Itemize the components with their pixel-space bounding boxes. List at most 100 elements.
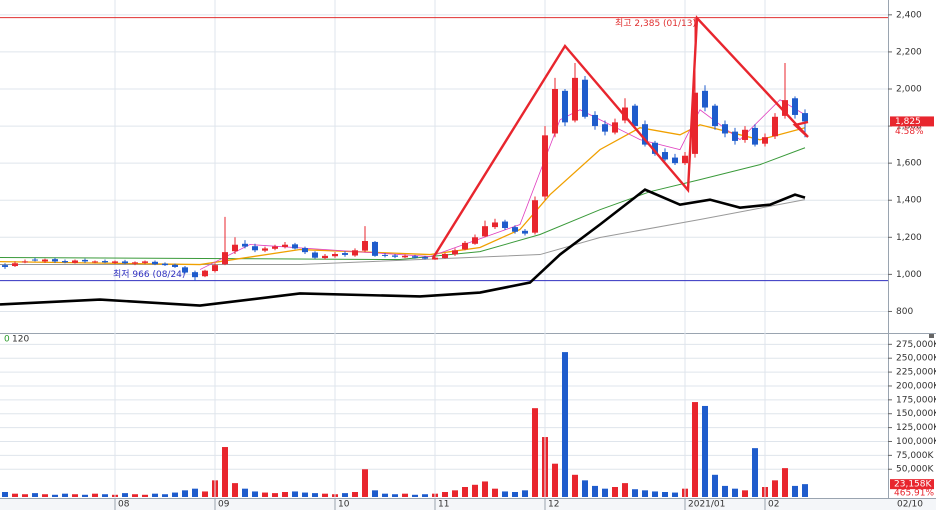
y-tick-label: 175,000K xyxy=(896,395,936,405)
volume-bar xyxy=(792,485,798,497)
volume-bar xyxy=(42,494,48,497)
volume-bar xyxy=(172,492,178,497)
y-tick-label: 2,200 xyxy=(896,47,922,57)
candle-body xyxy=(612,122,618,133)
volume-bar xyxy=(262,492,268,497)
candle-body xyxy=(432,257,438,260)
candle-body xyxy=(792,98,798,115)
candle-body xyxy=(502,221,508,229)
volume-bar xyxy=(192,488,198,497)
y-tick-label: 1,200 xyxy=(896,233,922,243)
candle-body xyxy=(172,264,178,267)
candle-body xyxy=(152,261,158,265)
candle-body xyxy=(642,124,648,145)
candle-body xyxy=(312,252,318,258)
volume-bar xyxy=(502,491,508,497)
volume-bar xyxy=(712,474,718,497)
candle-body xyxy=(512,227,518,232)
volume-bar xyxy=(592,485,598,497)
volume-bar xyxy=(552,463,558,497)
candle-body xyxy=(292,244,298,249)
candle-body xyxy=(362,241,368,251)
candle-body xyxy=(32,259,38,261)
volume-bar xyxy=(162,494,168,497)
volume-bar xyxy=(702,405,708,497)
candle-body xyxy=(422,257,428,259)
low-label: 최저 966 (08/24) xyxy=(113,269,185,280)
candle-body xyxy=(322,255,328,259)
volume-bar xyxy=(532,408,538,497)
candle-body xyxy=(412,256,418,258)
candle-body xyxy=(402,255,408,258)
y-tick-label: 100,000K xyxy=(896,437,936,447)
volume-bar xyxy=(652,491,658,497)
volume-bar xyxy=(452,490,458,497)
y-tick-label: 1,400 xyxy=(896,196,922,206)
volume-bar xyxy=(742,490,748,497)
volume-bar xyxy=(12,493,18,497)
volume-bar xyxy=(302,492,308,497)
candle-body xyxy=(272,246,278,249)
volume-bar xyxy=(22,494,28,497)
y-tick-label: 2,000 xyxy=(896,84,922,94)
candle-body xyxy=(462,242,468,250)
candle-body xyxy=(82,259,88,262)
volume-bar xyxy=(722,485,728,497)
candle-body xyxy=(752,127,758,145)
x-tick-label: 10 xyxy=(338,500,350,510)
x-tick-label: 2021/01 xyxy=(688,500,725,510)
volume-bar xyxy=(32,493,38,497)
volume-bar xyxy=(672,492,678,497)
volume-bar xyxy=(232,483,238,497)
candle-body xyxy=(92,261,98,263)
volume-bar xyxy=(662,492,668,497)
volume-bar xyxy=(222,447,228,497)
volume-bar xyxy=(2,492,8,497)
candle-body xyxy=(202,270,208,277)
volume-bar xyxy=(642,490,648,497)
ratio-label: 465.91% xyxy=(894,489,934,499)
y-tick-label: 1,000 xyxy=(896,270,922,280)
candle-body xyxy=(742,129,748,140)
candle-body xyxy=(722,124,728,134)
volume-bar xyxy=(492,488,498,497)
volume-bar xyxy=(732,488,738,497)
volume-bar xyxy=(562,352,568,497)
indicator-label: 0 xyxy=(4,335,10,345)
candle-body xyxy=(52,259,58,262)
volume-bar xyxy=(82,494,88,497)
candle-body xyxy=(762,137,768,144)
panel-handle xyxy=(929,334,934,338)
volume-bar xyxy=(482,481,488,497)
volume-bar xyxy=(72,494,78,497)
candle-body xyxy=(372,241,378,256)
candle-body xyxy=(42,259,48,262)
volume-bar xyxy=(182,490,188,497)
volume-bar xyxy=(462,487,468,497)
candle-body xyxy=(602,124,608,132)
y-tick-label: 125,000K xyxy=(896,423,936,433)
volume-bar xyxy=(752,448,758,497)
price-tag xyxy=(890,116,934,127)
y-tick-label: 75,000K xyxy=(896,451,934,461)
volume-bar xyxy=(252,491,258,497)
change-label: 4.58% xyxy=(895,127,924,137)
volume-bar xyxy=(312,493,318,497)
candle-body xyxy=(332,253,338,257)
y-tick-label: 275,000K xyxy=(896,340,936,350)
y-tick-label: 225,000K xyxy=(896,368,936,378)
x-tick-label: 12 xyxy=(548,500,559,510)
volume-bar xyxy=(342,493,348,497)
candle-body xyxy=(2,265,8,267)
volume-bar xyxy=(352,492,358,497)
volume-bar xyxy=(292,491,298,497)
candle-body xyxy=(712,105,718,127)
x-tick-label: 02/10 xyxy=(897,500,923,510)
candle-body xyxy=(562,90,568,123)
candle-body xyxy=(302,248,308,253)
candle-body xyxy=(262,248,268,251)
candle-body xyxy=(72,260,78,263)
volume-bar xyxy=(382,493,388,497)
volume-bar xyxy=(322,493,328,497)
